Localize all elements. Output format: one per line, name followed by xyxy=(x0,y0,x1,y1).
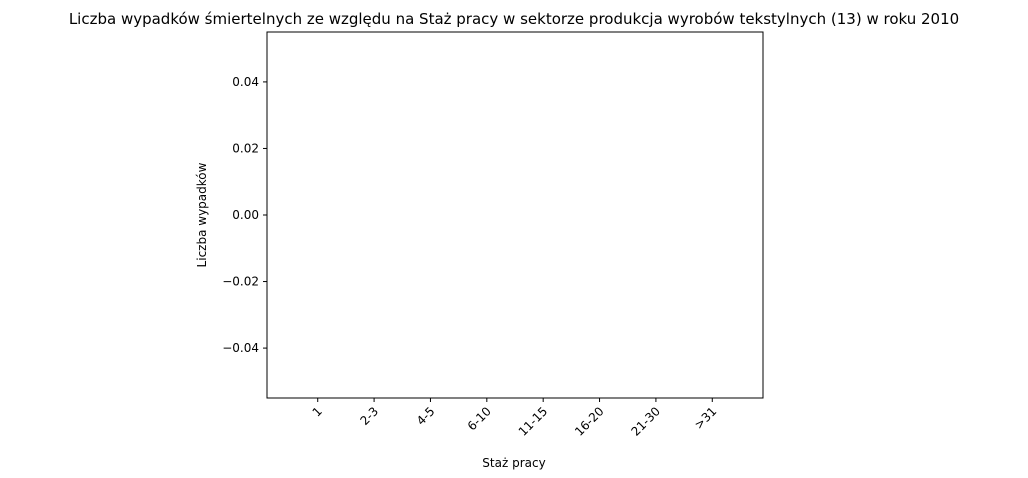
y-tick-label: 0.00 xyxy=(232,208,259,222)
x-tick-label: 16-20 xyxy=(572,404,607,439)
x-tick-label: 1 xyxy=(310,404,325,419)
y-axis-label: Liczba wypadków xyxy=(195,162,209,267)
x-tick-label: 4-5 xyxy=(414,404,438,428)
x-tick-label: 6-10 xyxy=(465,404,494,433)
x-axis-ticks: 1 2-3 4-5 6-10 11-15 16-20 21-30 >31 xyxy=(310,398,720,439)
x-tick-label: >31 xyxy=(692,404,720,432)
x-tick-label: 11-15 xyxy=(516,404,551,439)
y-tick-label: −0.04 xyxy=(222,341,259,355)
y-tick-label: −0.02 xyxy=(222,275,259,289)
x-axis-label: Staż pracy xyxy=(482,456,545,470)
chart-title: Liczba wypadków śmiertelnych ze względu … xyxy=(69,10,959,28)
y-tick-label: 0.02 xyxy=(232,141,259,155)
x-tick-label: 2-3 xyxy=(357,404,381,428)
y-axis-ticks: 0.04 0.02 0.00 −0.02 −0.04 xyxy=(222,75,267,355)
x-tick-label: 21-30 xyxy=(628,404,663,439)
plot-frame xyxy=(266,31,764,399)
y-tick-label: 0.04 xyxy=(232,75,259,89)
